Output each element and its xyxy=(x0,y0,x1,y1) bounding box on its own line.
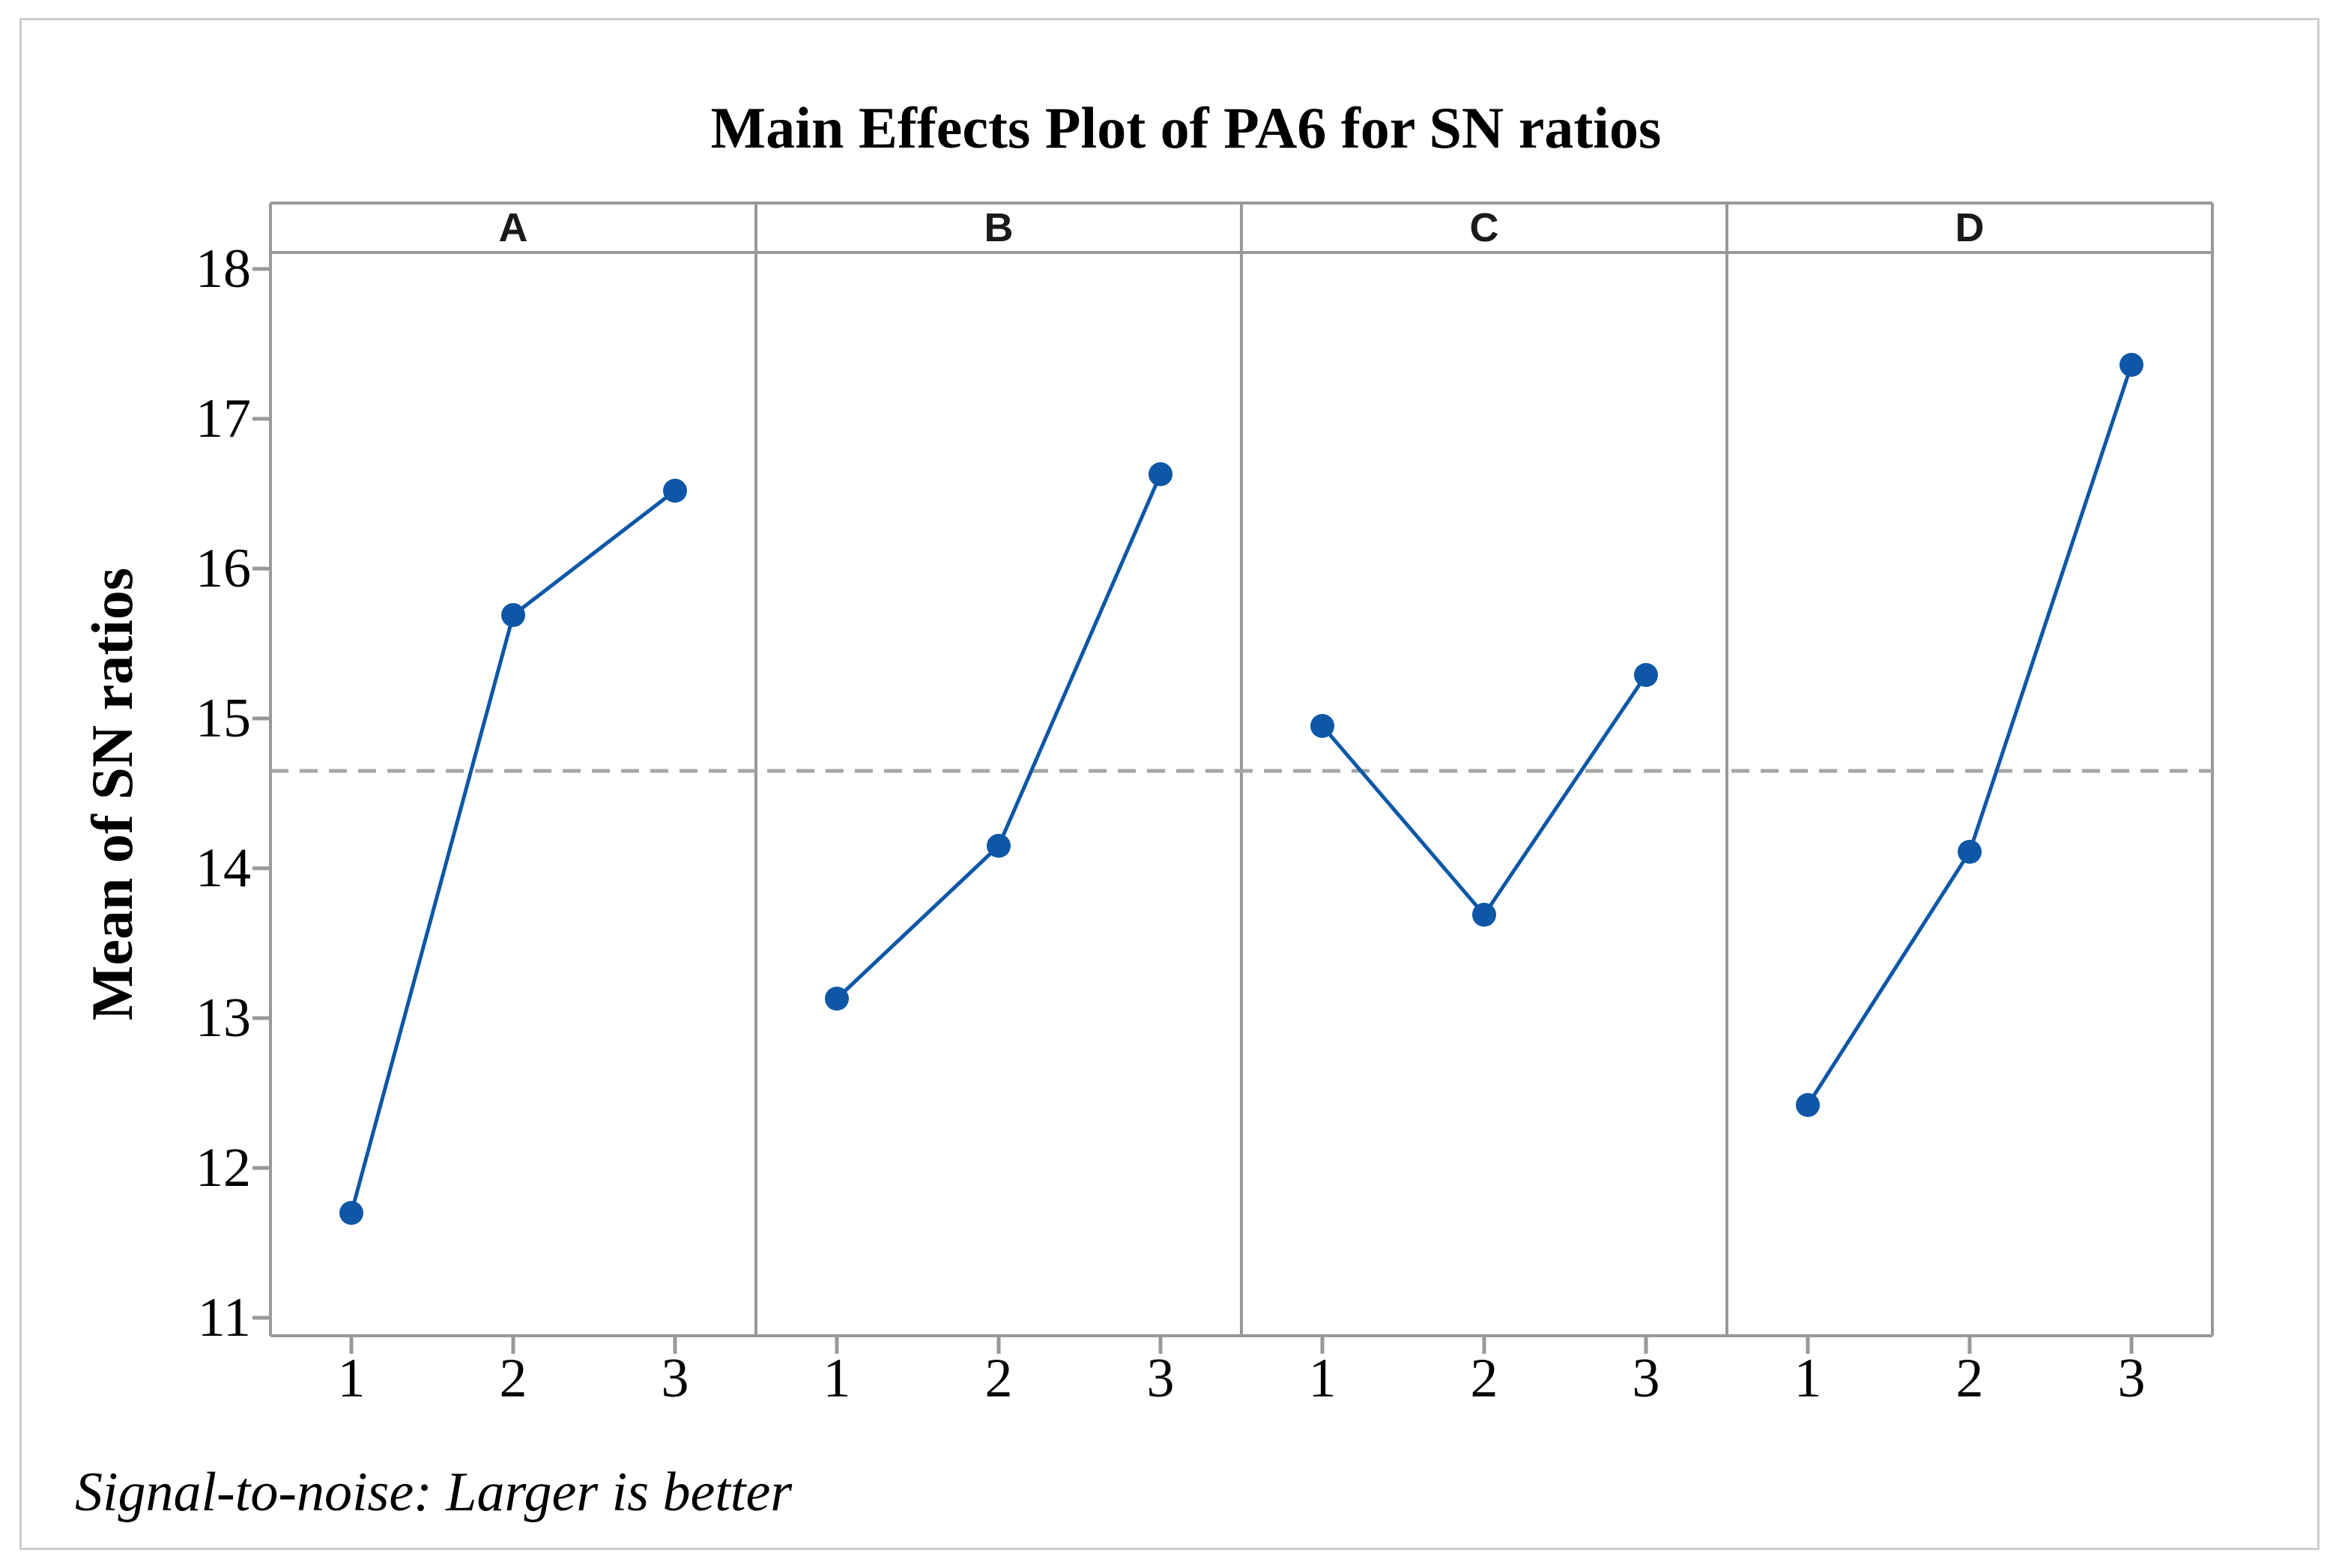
y-tick-label: 18 xyxy=(196,238,251,300)
y-tick-label: 13 xyxy=(196,987,251,1049)
figure-border xyxy=(19,18,2320,1550)
data-point-marker xyxy=(1310,714,1334,738)
series-line-A xyxy=(349,489,677,1214)
series-line-D xyxy=(1806,364,2134,1107)
x-tick-label: 2 xyxy=(1955,1348,1984,1409)
x-tick-label: 2 xyxy=(499,1348,527,1409)
x-tick-label: 3 xyxy=(1632,1348,1660,1409)
x-tick-label: 2 xyxy=(1470,1348,1498,1409)
x-tick-label: 1 xyxy=(1308,1348,1337,1409)
x-tick-label: 3 xyxy=(1146,1348,1175,1409)
panel-header-label: A xyxy=(498,205,528,250)
y-tick-label: 16 xyxy=(196,538,251,599)
x-tick-label: 3 xyxy=(661,1348,689,1409)
data-point-marker xyxy=(825,987,849,1011)
panel-header-label: B xyxy=(984,205,1014,250)
x-tick-label: 1 xyxy=(1794,1348,1822,1409)
series-line-C xyxy=(1321,673,1648,918)
panel-header-label: C xyxy=(1469,205,1499,250)
footnote-text: Signal-to-noise: Larger is better xyxy=(75,1462,793,1523)
data-point-marker xyxy=(663,479,687,503)
data-point-marker xyxy=(987,834,1011,858)
y-tick-label: 12 xyxy=(196,1137,251,1199)
data-point-marker xyxy=(339,1201,363,1225)
chart-title: Main Effects Plot of PA6 for SN ratios xyxy=(710,95,1662,160)
data-point-marker xyxy=(1634,663,1658,687)
x-tick-label: 1 xyxy=(337,1348,366,1409)
data-point-marker xyxy=(1472,903,1496,927)
y-tick-label: 17 xyxy=(196,388,251,449)
x-tick-label: 3 xyxy=(2117,1348,2146,1409)
x-tick-label: 2 xyxy=(984,1348,1013,1409)
x-tick-label: 1 xyxy=(823,1348,851,1409)
data-point-marker xyxy=(1149,462,1172,486)
y-tick-label: 14 xyxy=(196,838,251,899)
y-tick-label: 11 xyxy=(197,1287,251,1348)
data-point-marker xyxy=(1958,840,1982,864)
data-point-marker xyxy=(1796,1093,1820,1117)
panel-header-label: D xyxy=(1955,205,1985,250)
data-point-marker xyxy=(501,603,525,627)
data-point-marker xyxy=(2119,353,2143,377)
y-tick-label: 15 xyxy=(196,688,251,749)
series-line-B xyxy=(835,473,1163,1000)
